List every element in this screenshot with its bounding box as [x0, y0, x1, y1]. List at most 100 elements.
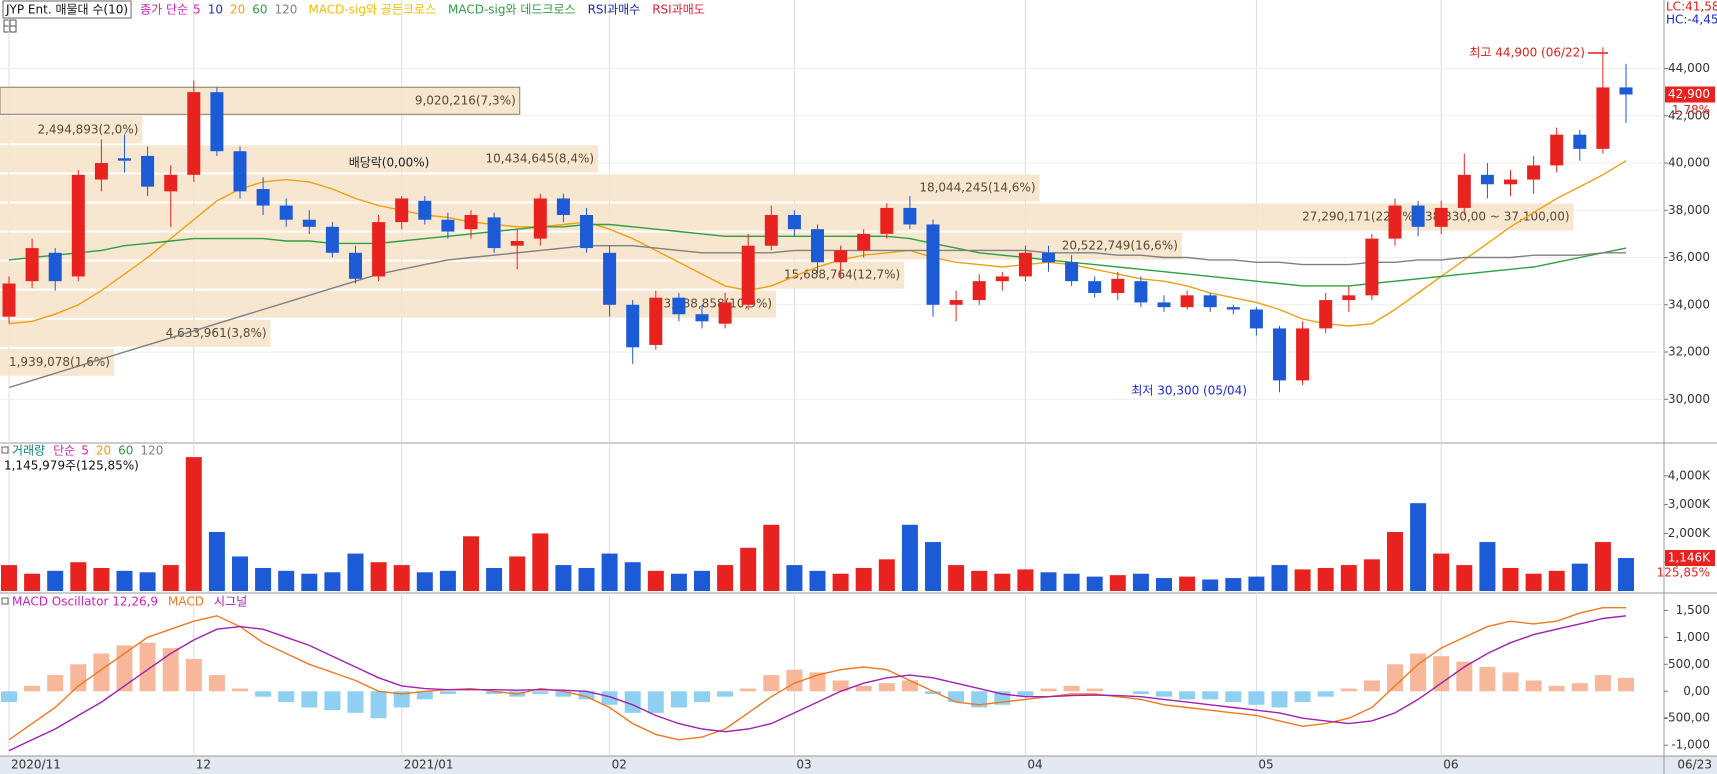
macd-histogram-bar	[1132, 691, 1149, 694]
candle-body	[1527, 165, 1541, 180]
legend-entry: MACD	[168, 595, 204, 609]
candle-body	[834, 250, 848, 263]
legend-entry: 시그널	[214, 595, 247, 609]
signal-legend-entry: RSI과매도	[652, 3, 705, 17]
macd-histogram-bar	[116, 645, 133, 692]
macd-histogram-bar	[1017, 691, 1034, 697]
volume-bar	[301, 573, 318, 591]
candle-body	[2, 283, 16, 317]
volume-profile-band	[0, 203, 1574, 231]
candle-body	[580, 215, 593, 249]
candle-body	[787, 215, 801, 230]
candle-body	[187, 92, 201, 175]
candle-body	[256, 189, 270, 206]
macd-histogram-bar	[278, 691, 295, 703]
volume-bar	[624, 562, 641, 591]
y-tick-label: 42,000	[1668, 108, 1710, 122]
candle-body	[1365, 238, 1379, 296]
y-tick-label: 36,000	[1668, 250, 1710, 264]
macd-histogram-bar	[416, 691, 433, 700]
volume-bar	[1479, 542, 1496, 591]
volume-bar	[116, 570, 133, 591]
volume-bar	[717, 565, 734, 591]
y-tick-label: 1,000	[1676, 630, 1710, 644]
volume-bar	[162, 565, 179, 591]
volume-bar	[1179, 576, 1196, 591]
candle-body	[1411, 205, 1425, 227]
date-strip	[0, 756, 1717, 774]
candle-body	[556, 198, 570, 216]
legend-title-box	[2, 0, 132, 19]
volume-bar	[1456, 565, 1473, 591]
volume-bar	[948, 565, 965, 591]
volume-bar	[971, 570, 988, 591]
candle-body	[1480, 174, 1494, 185]
volume-bar	[393, 565, 410, 591]
volume-tag	[1665, 550, 1715, 567]
volume-bar	[463, 536, 479, 591]
candle-body	[857, 233, 871, 251]
volume-bar	[1017, 569, 1034, 591]
legend-entry: 10	[208, 3, 223, 17]
candle-body	[1434, 207, 1448, 227]
volume-bar	[1594, 542, 1611, 591]
macd-line	[8, 607, 1626, 741]
macd-histogram-bar	[601, 691, 618, 705]
macd-histogram-bar	[901, 680, 918, 692]
volume-bar	[47, 570, 64, 591]
legend-entry: 120	[140, 444, 163, 458]
volume-bar	[509, 556, 526, 591]
legend-entry: 5	[81, 444, 89, 458]
signal-legend-entry: MACD-sig와 데드크로스	[448, 3, 576, 17]
candle-body	[649, 297, 663, 345]
candle-body	[1573, 134, 1587, 149]
candle-body	[1504, 179, 1517, 185]
macd-histogram-bar	[47, 675, 64, 692]
macd-histogram-bar	[370, 691, 387, 719]
candle-body	[672, 297, 686, 315]
macd-histogram-bar	[1363, 680, 1380, 692]
volume-profile-label: 20,522,749(16,6%)	[1062, 239, 1178, 253]
volume-profile-label: 4,633,961(3,8%)	[166, 326, 267, 340]
y-tick-label: 30,000	[1668, 392, 1710, 406]
macd-histogram-bar	[486, 691, 503, 694]
y-tick-label: 38,000	[1668, 203, 1710, 217]
candle-body	[1342, 295, 1356, 301]
volume-tag-label: 1,146K	[1668, 551, 1711, 565]
macd-histogram-bar	[786, 669, 803, 692]
candle-body	[1296, 328, 1310, 381]
candle-body	[1388, 205, 1402, 239]
candle-body	[279, 205, 293, 220]
volume-bar	[555, 565, 572, 591]
annotation-low: 최저 30,300 (05/04)	[1131, 384, 1247, 398]
macd-histogram-bar	[1410, 653, 1427, 692]
x-tick-label: 2021/01	[404, 758, 454, 772]
candle-body	[141, 155, 155, 187]
volume-bar	[1132, 573, 1149, 591]
volume-bar	[855, 567, 872, 591]
volume-bar	[647, 570, 664, 591]
y-tick-label: 40,000	[1668, 156, 1710, 170]
y-tick-label: 44,000	[1668, 61, 1710, 75]
y-tick-label: 4,000K	[1668, 468, 1711, 482]
volume-profile-label: 1,939,078(1,6%)	[9, 355, 110, 369]
candle-body	[164, 174, 178, 192]
volume-bar	[832, 573, 849, 591]
legend-icon	[1, 446, 9, 454]
macd-histogram-bar	[393, 691, 410, 708]
candle-body	[71, 174, 85, 277]
macd-line	[8, 615, 1627, 752]
volume-bar	[1548, 570, 1565, 591]
candle-body	[1157, 302, 1171, 308]
macd-histogram-bar	[670, 691, 687, 708]
volume-bar	[255, 567, 272, 591]
volume-bar	[1433, 553, 1450, 591]
volume-bar	[878, 559, 895, 591]
candle-body	[395, 198, 409, 223]
macd-histogram-bar	[763, 675, 780, 692]
volume-bar	[994, 573, 1011, 591]
candle-body	[48, 252, 62, 282]
